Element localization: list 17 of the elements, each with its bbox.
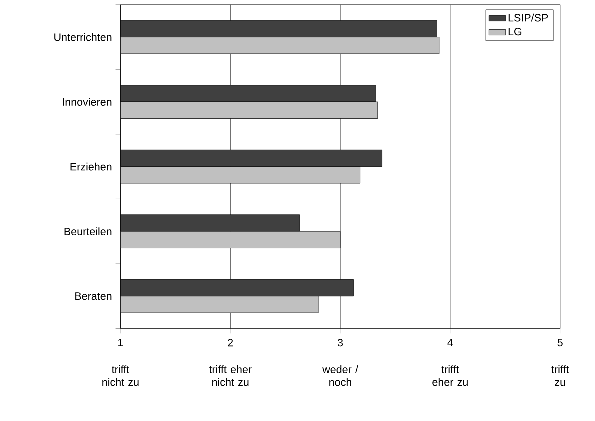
x-tick-label: 3 xyxy=(338,339,344,347)
x-tick-label: 1 xyxy=(118,339,124,346)
text: trifft nicht zu xyxy=(102,366,139,386)
text: trifft zu xyxy=(552,366,570,386)
x-tick-label: 2 xyxy=(228,339,234,347)
x-tick-label: 4 xyxy=(448,339,454,346)
y-tick-label: Beurteilen xyxy=(64,228,112,236)
text: trifft eher zu xyxy=(432,366,468,386)
legend-label: LSIP/SP xyxy=(508,14,548,22)
y-tick-label: Beraten xyxy=(76,292,112,300)
y-tick-label: Erziehen xyxy=(70,162,112,171)
text: weder / noch xyxy=(322,366,358,386)
y-tick-label: Innovieren xyxy=(63,98,112,106)
legend-label: LG xyxy=(508,28,522,36)
text: trifft eher nicht zu xyxy=(209,366,252,386)
y-tick-label: Unterrichten xyxy=(54,33,112,42)
x-tick-label: 5 xyxy=(558,339,563,347)
